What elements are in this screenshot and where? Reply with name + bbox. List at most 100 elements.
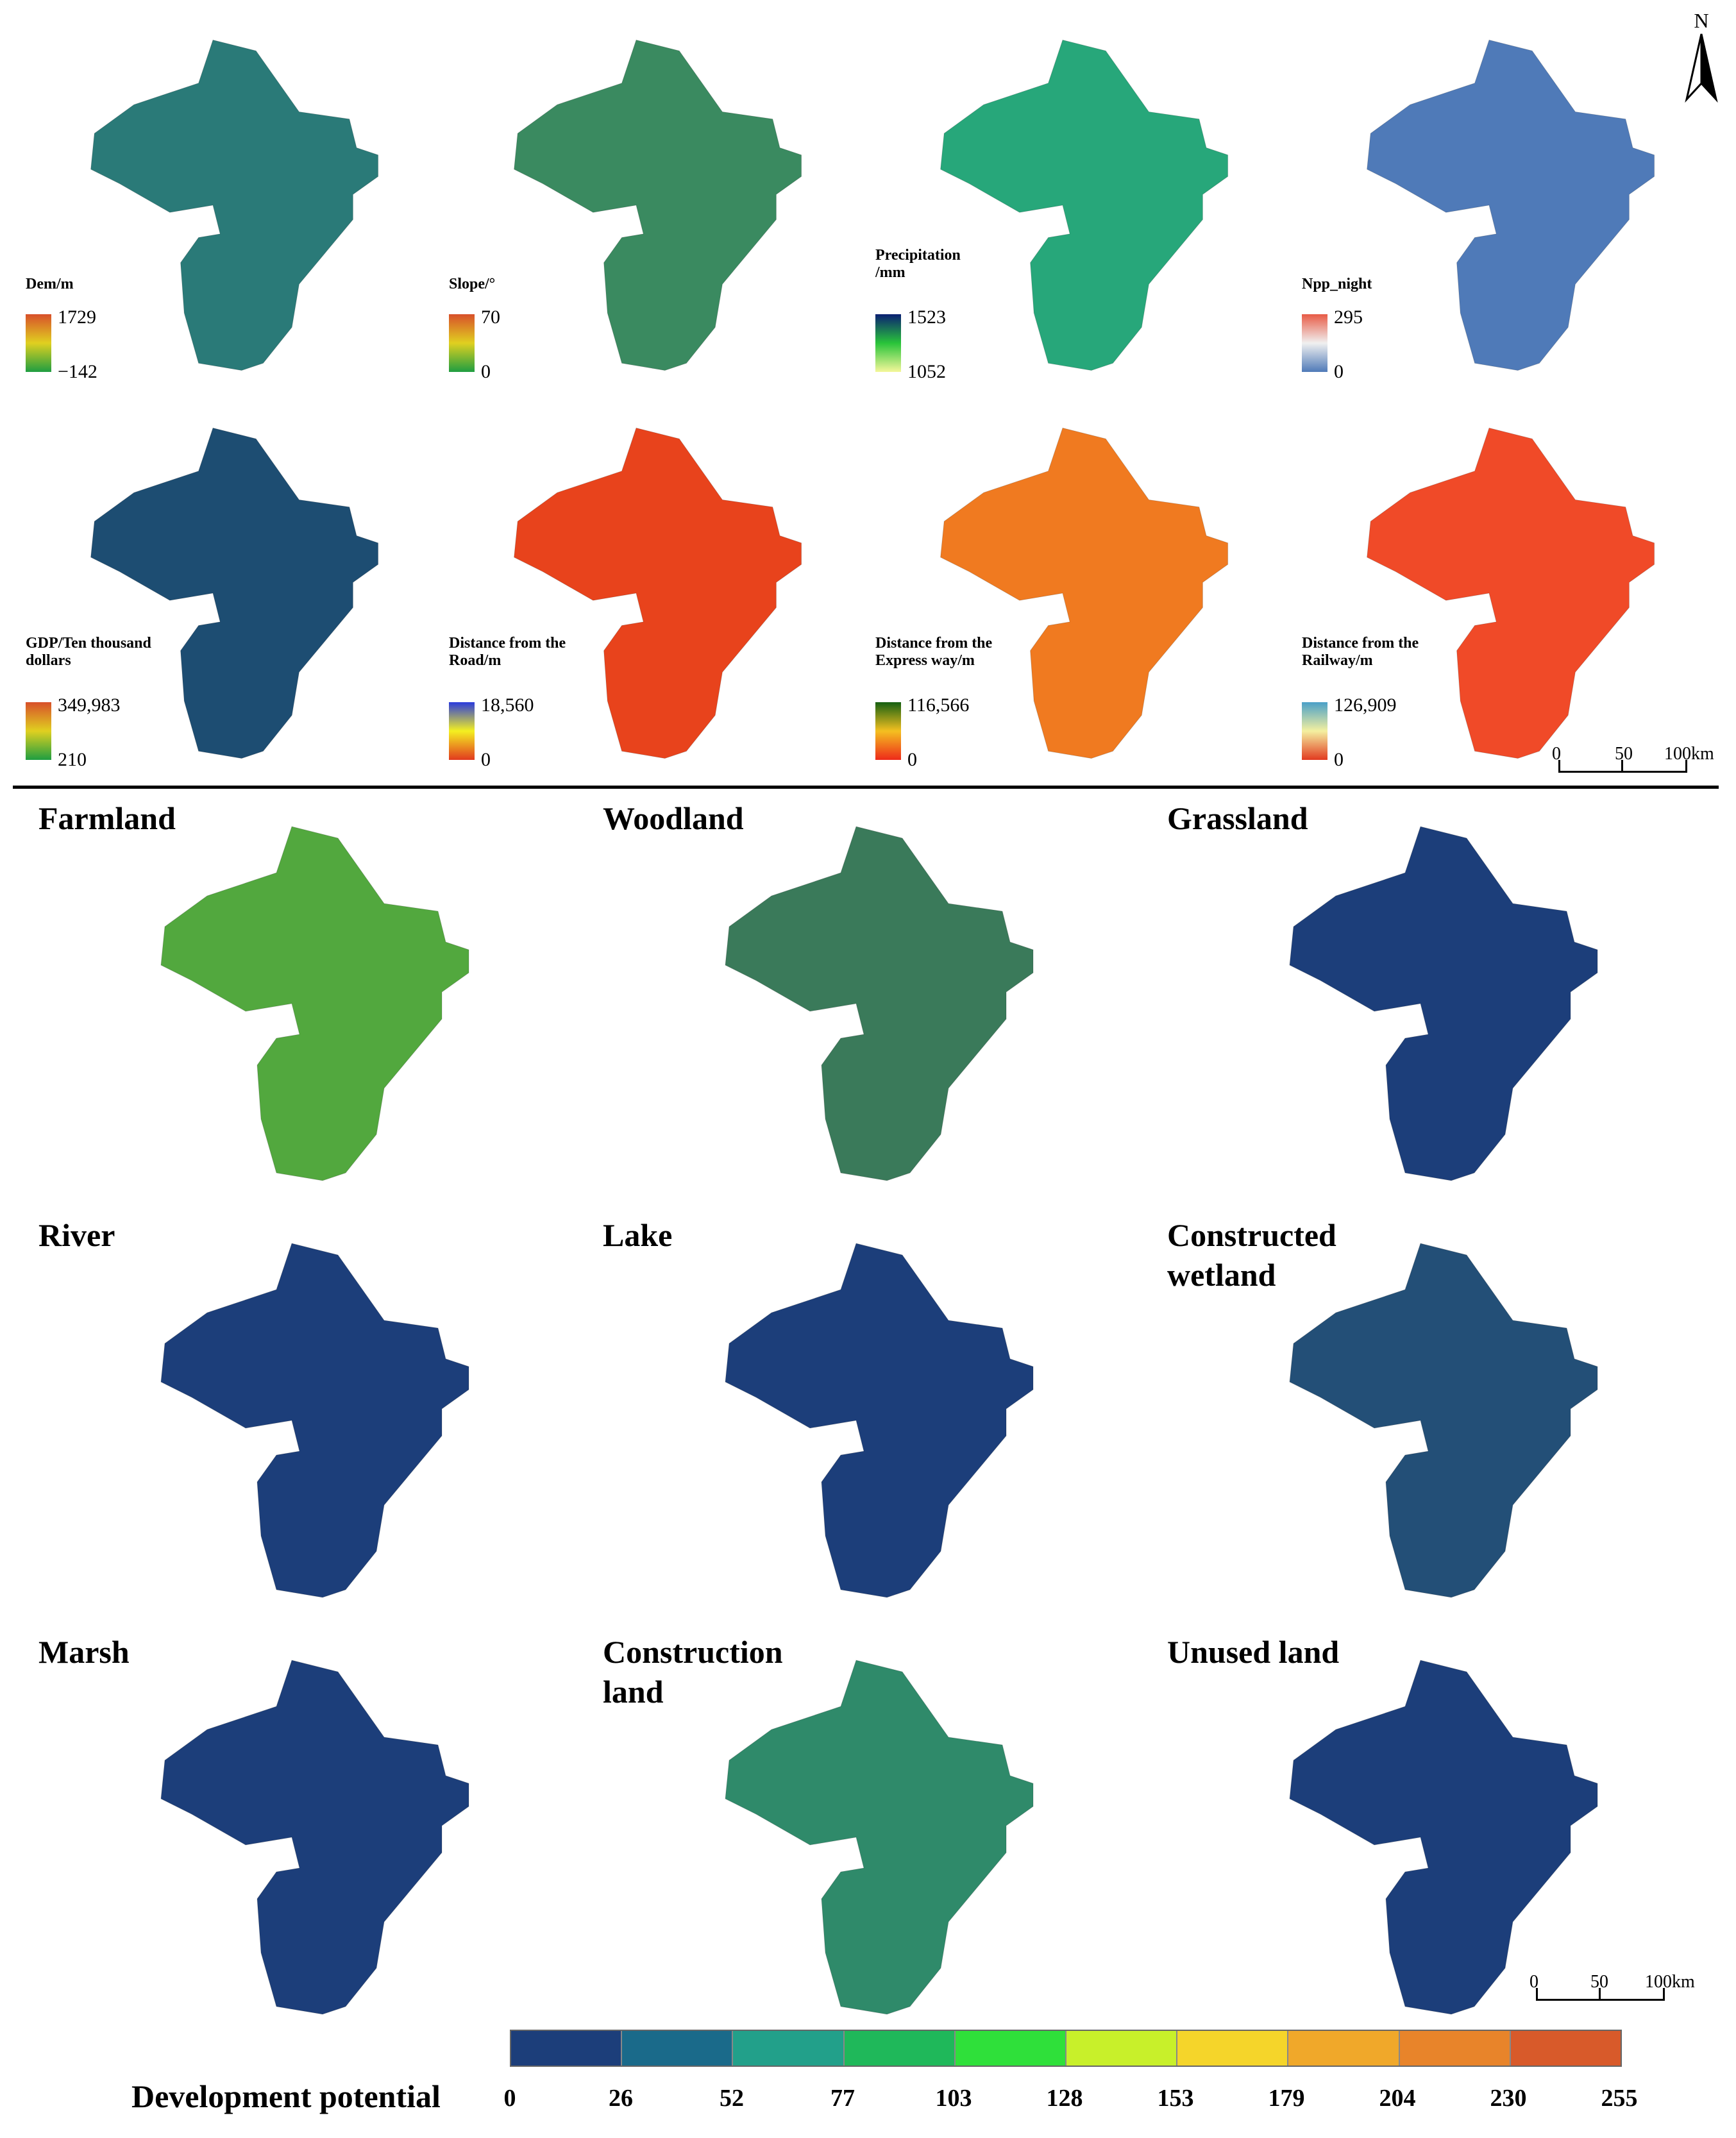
- landuse-title-line: wetland: [1167, 1257, 1276, 1293]
- factor-map-gdp: [90, 427, 379, 759]
- scale-bar-top: 0 50 100km: [1552, 744, 1714, 782]
- factor-label-line: /mm: [875, 264, 906, 281]
- legend-tick-label: 255: [1601, 2085, 1638, 2112]
- landuse-map-constructed-wetland: [1289, 1243, 1598, 1598]
- scale-label-0: 0: [1530, 1972, 1538, 1992]
- landuse-panel-grassland: Grassland: [1154, 798, 1680, 1209]
- factor-label-line: Distance from the: [449, 635, 566, 652]
- factor-map-precip: [940, 39, 1229, 371]
- factor-label-line: Slope/°: [449, 276, 496, 292]
- factor-legend-max: 116,566: [907, 694, 970, 716]
- landuse-title-line: Farmland: [38, 800, 176, 836]
- section-divider: [13, 786, 1719, 789]
- landuse-panel-unused-land: Unused land: [1154, 1632, 1680, 2042]
- legend-tick-label: 52: [720, 2085, 744, 2112]
- factor-label-line: Road/m: [449, 652, 501, 669]
- scale-label-100: 100km: [1645, 1972, 1695, 1992]
- landuse-title-line: Unused land: [1167, 1634, 1340, 1670]
- factor-legend-max: 1523: [907, 307, 946, 328]
- landuse-title-line: land: [603, 1674, 664, 1710]
- landuse-panel-woodland: Woodland: [590, 798, 1116, 1209]
- landuse-map-construction-land: [725, 1660, 1034, 2015]
- factor-panel-road: Distance from the Road/m 18,560 0: [436, 401, 859, 786]
- landuse-title: Marsh: [38, 1632, 130, 1672]
- factor-label: Distance from the Express way/m: [875, 635, 992, 669]
- landuse-title: Lake: [603, 1215, 672, 1255]
- legend-tick-label: 103: [935, 2085, 972, 2112]
- north-label: N: [1694, 10, 1708, 32]
- factor-legend-ramp: [449, 314, 475, 372]
- landuse-map-lake: [725, 1243, 1034, 1598]
- factor-label: GDP/Ten thousand dollars: [26, 635, 151, 669]
- factor-label-line: GDP/Ten thousand: [26, 635, 151, 652]
- legend-swatch: [844, 2031, 956, 2066]
- legend-swatch: [1399, 2031, 1511, 2066]
- factor-legend-min: 0: [481, 361, 491, 382]
- legend-tick-label: 128: [1046, 2085, 1083, 2112]
- factor-legend-max: 18,560: [481, 694, 534, 716]
- legend-tick-label: 0: [503, 2085, 516, 2112]
- factor-panel-precip: Precipitation/mm 1523 1052: [863, 13, 1286, 398]
- north-arrow-icon: N: [1685, 10, 1718, 103]
- factor-label: Precipitation/mm: [875, 247, 961, 282]
- factor-legend-ramp: [1302, 702, 1327, 760]
- landuse-panel-lake: Lake: [590, 1215, 1116, 1626]
- factor-panel-dem: Dem/m 1729 −142: [13, 13, 436, 398]
- factor-label-line: Express way/m: [875, 652, 975, 669]
- factor-label: Dem/m: [26, 276, 74, 293]
- factor-legend-ramp: [26, 314, 51, 372]
- landuse-map-unused-land: [1289, 1660, 1598, 2015]
- factor-legend-min: 0: [481, 749, 491, 770]
- factor-panel-slope: Slope/° 70 0: [436, 13, 859, 398]
- factor-label: Slope/°: [449, 276, 495, 293]
- landuse-map-river: [160, 1243, 469, 1598]
- factor-legend-ramp: [875, 702, 901, 760]
- factor-legend-max: 126,909: [1334, 694, 1397, 716]
- landuse-title-line: Grassland: [1167, 800, 1308, 836]
- legend-tick-label: 179: [1268, 2085, 1305, 2112]
- legend-swatch: [511, 2031, 623, 2066]
- factor-map-railway: [1367, 427, 1655, 759]
- landuse-title: Unused land: [1167, 1632, 1339, 1672]
- factor-legend-min: 0: [1334, 749, 1344, 770]
- factor-map-slope: [514, 39, 802, 371]
- legend-swatch: [1177, 2031, 1289, 2066]
- landuse-map-farmland: [160, 826, 469, 1181]
- landuse-title: Construction land: [603, 1632, 783, 1712]
- landuse-title-line: Marsh: [38, 1634, 130, 1670]
- factor-label-line: Distance from the: [1302, 635, 1419, 652]
- landuse-map-grassland: [1289, 826, 1598, 1181]
- legend-color-bar: [510, 2030, 1622, 2067]
- landuse-title-line: River: [38, 1217, 115, 1253]
- factor-legend-min: 0: [1334, 361, 1344, 382]
- factor-legend-ramp: [26, 702, 51, 760]
- landuse-panel-river: River: [26, 1215, 552, 1626]
- factor-label: Distance from the Railway/m: [1302, 635, 1419, 669]
- legend-swatch: [1066, 2031, 1178, 2066]
- factor-map-road: [514, 427, 802, 759]
- legend-tick-label: 26: [609, 2085, 633, 2112]
- landuse-panel-construction-land: Construction land: [590, 1632, 1116, 2042]
- landuse-title: Grassland: [1167, 798, 1308, 838]
- landuse-panel-marsh: Marsh: [26, 1632, 552, 2042]
- legend-tick-label: 204: [1379, 2085, 1416, 2112]
- factor-legend-ramp: [449, 702, 475, 760]
- landuse-title: Woodland: [603, 798, 744, 838]
- scale-label-50: 50: [1615, 744, 1633, 764]
- landuse-title-line: Construction: [603, 1634, 783, 1670]
- scale-label-0: 0: [1552, 744, 1561, 764]
- factor-legend-min: 1052: [907, 361, 946, 382]
- legend-swatch: [1510, 2031, 1621, 2066]
- legend-tick-label: 230: [1490, 2085, 1527, 2112]
- legend-tick-label: 77: [830, 2085, 855, 2112]
- factor-legend-max: 1729: [58, 307, 96, 328]
- factor-map-dem: [90, 39, 379, 371]
- landuse-title-line: Constructed: [1167, 1217, 1336, 1253]
- legend-swatch: [955, 2031, 1067, 2066]
- factor-legend-ramp: [1302, 314, 1327, 372]
- factor-legend-min: −142: [58, 361, 97, 382]
- factor-legend-max: 295: [1334, 307, 1363, 328]
- factor-label-line: Precipitation: [875, 247, 961, 264]
- factor-panel-gdp: GDP/Ten thousand dollars 349,983 210: [13, 401, 436, 786]
- scale-label-100: 100km: [1664, 744, 1714, 764]
